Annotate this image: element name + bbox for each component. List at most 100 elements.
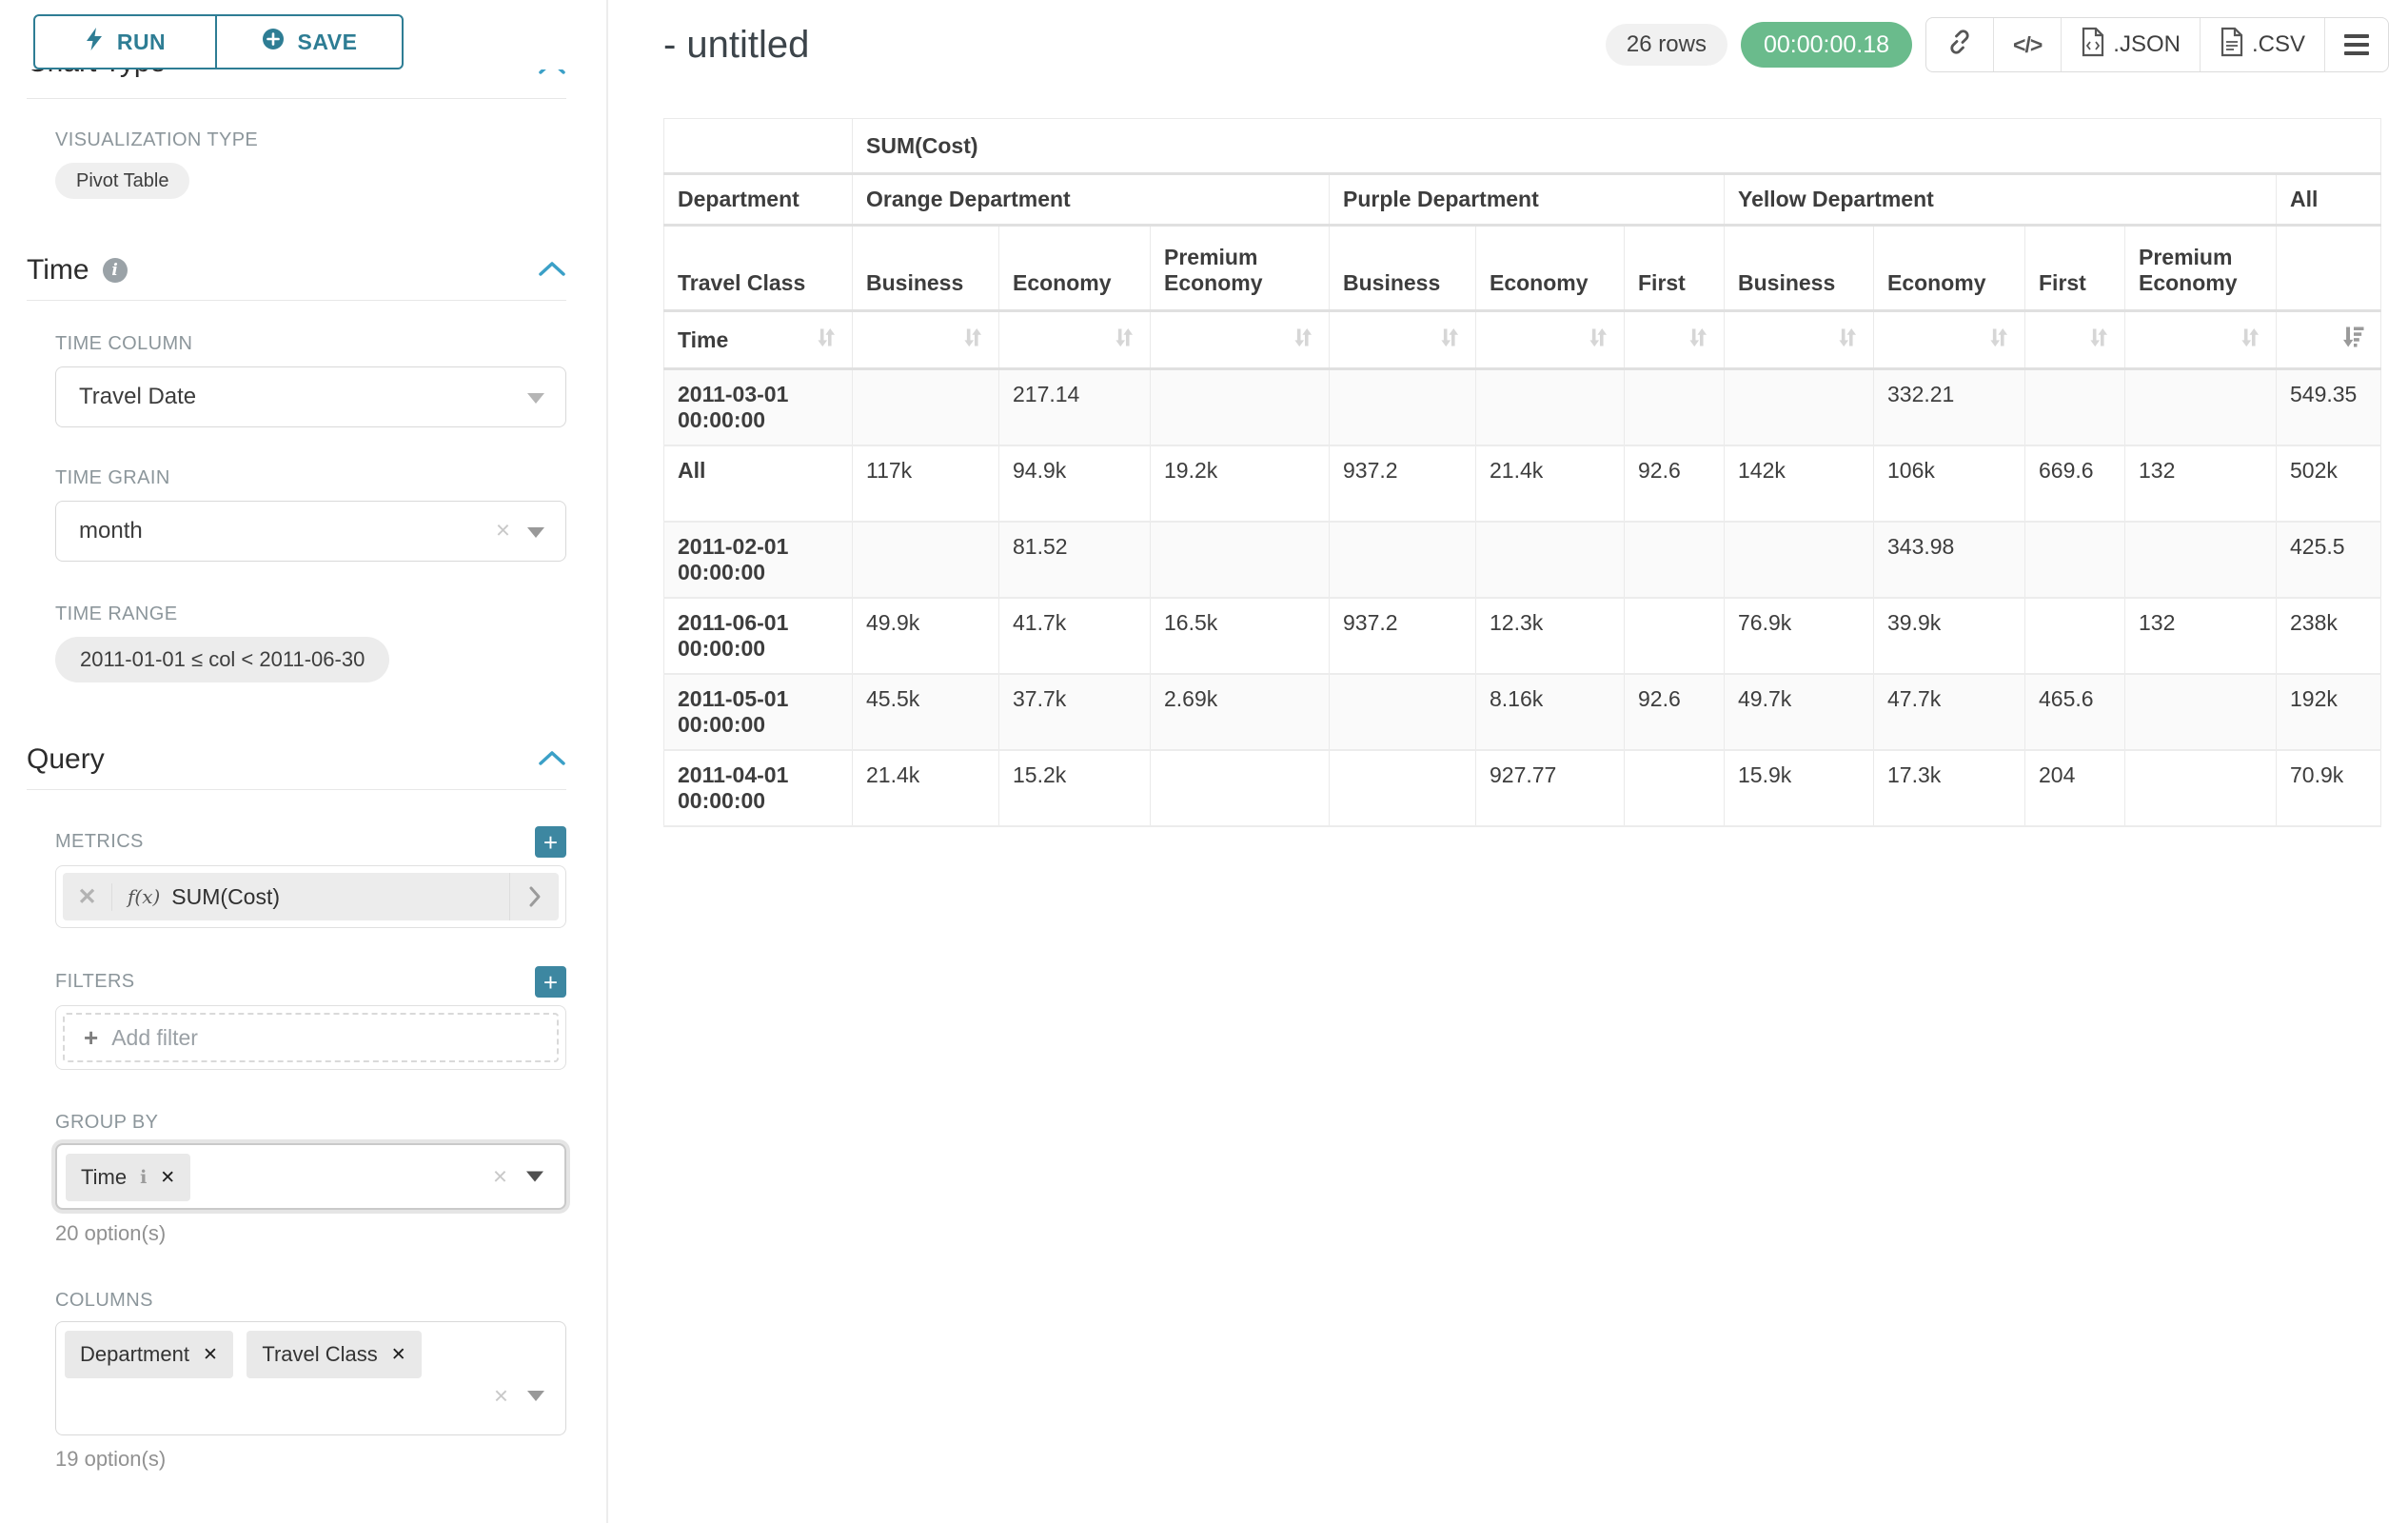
value-cell: 17.3k — [1873, 749, 2025, 827]
value-cell: 39.9k — [1873, 597, 2025, 675]
value-cell: 204 — [2024, 749, 2125, 827]
value-cell: 927.77 — [1475, 749, 1625, 827]
time-sort-header[interactable]: Time — [663, 310, 853, 370]
sort-icon[interactable] — [1834, 325, 1860, 356]
remove-tag-icon[interactable]: ✕ — [160, 1167, 176, 1188]
sort-icon[interactable] — [1436, 325, 1462, 356]
column-header: Economy — [998, 225, 1151, 312]
sort-header-cell[interactable] — [2275, 310, 2382, 370]
hamburger-menu-icon — [2344, 34, 2369, 55]
save-button[interactable]: SAVE — [215, 14, 404, 69]
add-filter-button[interactable]: + Add filter — [63, 1013, 559, 1062]
value-cell — [1329, 749, 1476, 827]
value-cell: 669.6 — [2024, 445, 2125, 523]
plus-icon: + — [84, 1022, 99, 1052]
chevron-right-icon[interactable] — [509, 873, 559, 920]
sort-icon[interactable] — [813, 325, 839, 356]
time-collapse-chevron-icon[interactable] — [538, 261, 566, 281]
sort-header-cell[interactable] — [1329, 310, 1476, 370]
column-header: Business — [852, 225, 999, 312]
sort-desc-icon[interactable] — [2340, 324, 2367, 356]
sort-header-cell[interactable] — [2024, 310, 2125, 370]
column-group-header: All — [2275, 173, 2382, 227]
value-cell: 502k — [2275, 445, 2382, 523]
section-divider — [27, 300, 566, 301]
value-cell — [852, 368, 999, 446]
group-by-options-hint: 20 option(s) — [55, 1221, 167, 1245]
row-label-cell: All — [663, 445, 853, 523]
share-link-button[interactable] — [1926, 18, 1993, 71]
value-cell: 81.52 — [998, 521, 1151, 599]
sort-icon[interactable] — [2237, 325, 2262, 356]
value-cell: 8.16k — [1475, 673, 1625, 751]
sort-icon[interactable] — [959, 325, 985, 356]
column-group-header: Yellow Department — [1724, 173, 2277, 227]
value-cell — [1475, 521, 1625, 599]
column-header: Economy — [1475, 225, 1625, 312]
menu-button[interactable] — [2324, 18, 2388, 71]
query-section-title: Query — [27, 743, 105, 775]
sort-icon[interactable] — [1685, 325, 1710, 356]
column-header: First — [2024, 225, 2125, 312]
remove-tag-icon[interactable]: ✕ — [202, 1344, 218, 1365]
value-cell: 49.9k — [852, 597, 999, 675]
sort-icon[interactable] — [1585, 325, 1610, 356]
sort-header-cell[interactable] — [1624, 310, 1725, 370]
filters-label: FILTERS — [55, 971, 135, 992]
sort-header-cell[interactable] — [1873, 310, 2025, 370]
sort-icon[interactable] — [1290, 325, 1315, 356]
run-button[interactable]: RUN — [33, 14, 217, 69]
columns-tag: Travel Class ✕ — [247, 1331, 422, 1378]
add-metric-button[interactable]: + — [535, 826, 566, 858]
value-cell: 332.21 — [1873, 368, 2025, 446]
value-cell — [1724, 521, 1874, 599]
value-cell: 425.5 — [2275, 521, 2382, 599]
sort-icon[interactable] — [1985, 325, 2011, 356]
visualization-type-value[interactable]: Pivot Table — [55, 163, 190, 199]
value-cell: 15.2k — [998, 749, 1151, 827]
sort-header-cell[interactable] — [852, 310, 999, 370]
sort-header-cell[interactable] — [2124, 310, 2277, 370]
sort-icon[interactable] — [1111, 325, 1136, 356]
sort-header-cell[interactable] — [1724, 310, 1874, 370]
view-query-button[interactable]: </> — [1993, 18, 2061, 71]
column-header — [2275, 225, 2382, 312]
time-column-label: TIME COLUMN — [55, 333, 193, 354]
columns-options-hint: 19 option(s) — [55, 1447, 167, 1471]
clear-icon[interactable]: × — [492, 1161, 507, 1191]
add-filter-plus-button[interactable]: + — [535, 966, 566, 998]
query-collapse-chevron-icon[interactable] — [538, 750, 566, 770]
time-column-select[interactable]: Travel Date — [55, 366, 566, 427]
chart-title[interactable]: - untitled — [663, 23, 810, 66]
sort-header-cell[interactable] — [1475, 310, 1625, 370]
value-cell — [1150, 521, 1330, 599]
clear-icon[interactable]: × — [495, 515, 510, 544]
time-grain-label: TIME GRAIN — [55, 467, 170, 488]
time-range-value[interactable]: 2011-01-01 ≤ col < 2011-06-30 — [55, 637, 390, 682]
metric-item[interactable]: ✕ f(x) SUM(Cost) — [63, 873, 559, 920]
row-label-cell: 2011-03-01 00:00:00 — [663, 368, 853, 446]
time-range-label: TIME RANGE — [55, 603, 178, 624]
section-divider — [27, 98, 566, 99]
remove-tag-icon[interactable]: ✕ — [390, 1344, 406, 1365]
control-panel-sidebar: Chart Type RUN SAVE VISUALIZATION TYPE — [0, 0, 608, 1523]
row-label-cell: 2011-02-01 00:00:00 — [663, 521, 853, 599]
sort-header-cell[interactable] — [998, 310, 1151, 370]
columns-select[interactable]: Department ✕ Travel Class ✕ × — [55, 1321, 566, 1435]
time-grain-select[interactable]: month × — [55, 501, 566, 562]
info-icon: i — [102, 258, 128, 283]
export-json-button[interactable]: .JSON — [2061, 18, 2200, 71]
remove-metric-icon[interactable]: ✕ — [63, 882, 112, 911]
table-row: 2011-02-01 00:00:00 81.52 343.98 425.5 — [663, 521, 2382, 599]
pivot-corner-cell — [663, 118, 853, 175]
value-cell — [1329, 673, 1476, 751]
value-cell — [2124, 673, 2277, 751]
column-header: Premium Economy — [1150, 225, 1330, 312]
clear-icon[interactable]: × — [493, 1381, 508, 1410]
group-by-select[interactable]: Time i ✕ × — [55, 1143, 566, 1210]
sort-header-cell[interactable] — [1150, 310, 1330, 370]
value-cell — [1624, 749, 1725, 827]
value-cell: 937.2 — [1329, 445, 1476, 523]
export-csv-button[interactable]: .CSV — [2199, 18, 2324, 71]
sort-icon[interactable] — [2085, 325, 2111, 356]
